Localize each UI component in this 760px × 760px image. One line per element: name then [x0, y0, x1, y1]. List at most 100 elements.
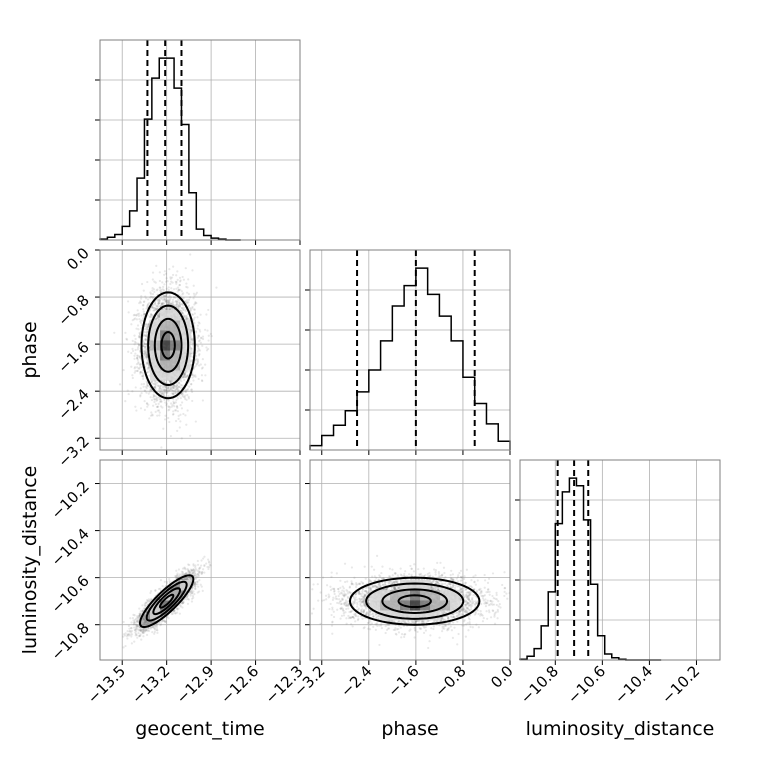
sample-point — [151, 621, 154, 624]
sample-point — [185, 423, 188, 426]
sample-point — [174, 388, 177, 391]
sample-point — [182, 278, 185, 281]
sample-point — [151, 382, 154, 385]
sample-point — [138, 336, 141, 339]
sample-point — [161, 389, 164, 392]
sample-point — [190, 592, 194, 595]
sample-point — [133, 357, 136, 360]
sample-point — [197, 354, 201, 357]
sample-point — [201, 358, 204, 361]
sample-point — [159, 286, 162, 289]
sample-point — [190, 383, 193, 386]
sample-point — [153, 386, 156, 389]
sample-point — [134, 405, 137, 408]
sample-point — [185, 315, 188, 318]
sample-point — [175, 386, 178, 389]
sample-point — [184, 370, 187, 373]
sample-point — [152, 304, 155, 307]
sample-point — [196, 359, 200, 362]
density-block — [180, 340, 191, 351]
sample-point — [182, 395, 185, 398]
sample-point — [165, 404, 168, 407]
sample-point — [183, 390, 186, 393]
sample-point — [195, 291, 199, 294]
sample-point — [194, 569, 197, 572]
sample-point — [183, 315, 186, 318]
sample-point — [176, 405, 179, 408]
sample-point — [178, 389, 181, 392]
sample-point — [137, 314, 141, 318]
sample-point — [142, 345, 146, 348]
sample-point — [156, 306, 159, 309]
density-block — [170, 320, 181, 331]
scatter-panel-geocent_time-phase — [95, 249, 301, 457]
sample-point — [168, 580, 171, 583]
sample-point — [190, 328, 193, 331]
sample-point — [146, 303, 150, 306]
sample-point — [167, 399, 170, 402]
sample-point — [156, 317, 159, 320]
sample-point — [201, 399, 204, 402]
sample-point — [139, 394, 142, 397]
sample-point — [158, 312, 161, 315]
sample-point — [174, 280, 177, 284]
sample-point — [149, 308, 152, 312]
sample-point — [163, 389, 166, 392]
sample-point — [169, 380, 172, 383]
sample-point — [145, 348, 148, 351]
sample-point — [182, 376, 185, 379]
sample-point — [171, 392, 175, 395]
sample-point — [190, 348, 193, 351]
sample-point — [139, 633, 142, 636]
sample-point — [172, 400, 175, 403]
sample-point — [196, 316, 199, 319]
sample-point — [146, 384, 149, 387]
histogram-panel-luminosity_distance — [515, 459, 721, 665]
sample-point — [149, 414, 153, 417]
sample-point — [146, 305, 149, 308]
histogram-step — [99, 57, 241, 241]
sample-point — [141, 604, 144, 607]
sample-point — [181, 311, 184, 314]
sample-point — [196, 324, 200, 327]
sample-point — [181, 376, 184, 379]
sample-point — [142, 304, 145, 307]
sample-point — [143, 408, 146, 412]
sample-point — [146, 621, 150, 625]
sample-point — [189, 309, 193, 312]
sample-point — [155, 264, 158, 267]
sample-point — [197, 334, 200, 337]
sample-point — [139, 371, 142, 374]
sample-point — [139, 321, 143, 325]
sample-point — [154, 281, 157, 284]
sample-point — [159, 384, 162, 387]
sample-point — [156, 398, 159, 401]
sample-point — [189, 594, 192, 597]
sample-point — [168, 298, 171, 301]
sample-point — [133, 371, 136, 374]
sample-point — [188, 385, 191, 388]
sample-point — [201, 366, 204, 369]
sample-point — [192, 308, 196, 311]
sample-point — [139, 336, 142, 339]
sample-point — [146, 455, 148, 457]
sample-point — [164, 299, 167, 302]
sample-point — [185, 299, 189, 302]
sample-point — [156, 316, 159, 319]
sample-point — [194, 331, 198, 334]
contour-line — [140, 291, 196, 400]
sample-point — [168, 408, 171, 411]
sample-point — [157, 300, 160, 303]
sample-point — [144, 343, 147, 346]
sample-point — [166, 280, 169, 283]
sample-point — [161, 281, 164, 284]
sample-point — [158, 299, 162, 302]
sample-point — [135, 314, 138, 317]
sample-point — [149, 621, 152, 624]
sample-point — [135, 314, 138, 317]
sample-point — [169, 386, 173, 389]
sample-point — [146, 366, 150, 369]
sample-point — [163, 398, 166, 401]
sample-point — [171, 386, 175, 390]
sample-point — [178, 305, 182, 308]
